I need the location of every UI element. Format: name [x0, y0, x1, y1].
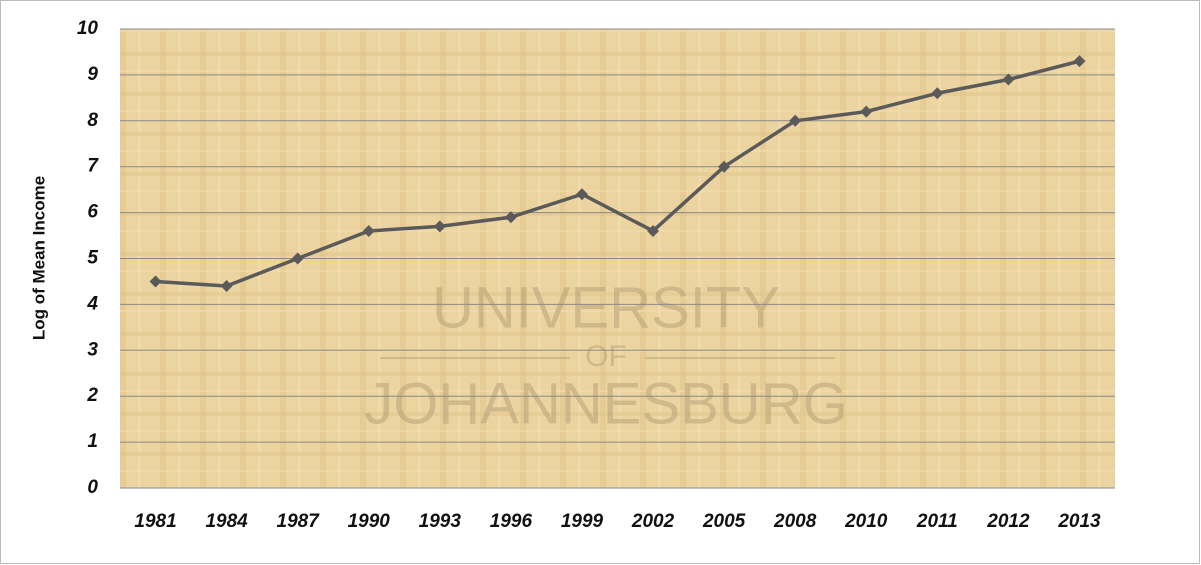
marker: [149, 275, 162, 288]
marker: [504, 211, 517, 224]
marker: [433, 220, 446, 233]
x-tick-label: 2005: [702, 511, 746, 532]
y-tick-label: 0: [87, 477, 98, 498]
x-tick-label: 1993: [419, 511, 462, 532]
marker: [789, 114, 802, 127]
watermark-text: UNIVERSITY: [432, 275, 780, 340]
y-tick-label: 9: [87, 64, 98, 85]
x-tick-label: 2008: [773, 511, 817, 532]
marker: [860, 105, 873, 118]
y-tick-label: 7: [87, 156, 99, 177]
marker: [575, 188, 588, 201]
marker: [1073, 55, 1086, 68]
y-tick-label: 4: [86, 293, 98, 314]
y-tick-label: 8: [87, 110, 98, 131]
marker: [291, 252, 304, 265]
line: [155, 59, 1080, 288]
x-tick-label: 1981: [134, 511, 176, 532]
marker: [362, 224, 375, 237]
x-tick-label: 1996: [490, 511, 533, 532]
x-tick-label: 2011: [916, 511, 958, 532]
marker: [931, 87, 944, 100]
x-tick-label: 2012: [986, 511, 1030, 532]
x-tick-label: 2013: [1057, 511, 1101, 532]
watermark-text: OF: [585, 340, 627, 373]
marker: [647, 224, 660, 237]
marker: [220, 280, 233, 293]
marker: [718, 160, 731, 173]
x-tick-label: 2002: [631, 511, 675, 532]
y-axis-label: Log of Mean Income: [29, 176, 48, 340]
y-tick-label: 5: [87, 248, 98, 269]
watermark: UNIVERSITY OF JOHANNESBURG: [364, 275, 847, 436]
y-tick-label: 6: [87, 202, 98, 223]
y-tick-label: 10: [77, 18, 99, 39]
x-tick-label: 1999: [561, 511, 604, 532]
x-tick-label: 1984: [205, 511, 248, 532]
x-tick-label: 2010: [844, 511, 888, 532]
y-tick-label: 2: [86, 385, 98, 406]
x-tick-label: 1990: [348, 511, 391, 532]
marker: [1002, 73, 1015, 86]
y-tick-label: 3: [87, 339, 98, 360]
y-tick-label: 1: [87, 431, 98, 452]
x-tick-label: 1987: [277, 511, 321, 532]
watermark-text: JOHANNESBURG: [364, 371, 847, 436]
